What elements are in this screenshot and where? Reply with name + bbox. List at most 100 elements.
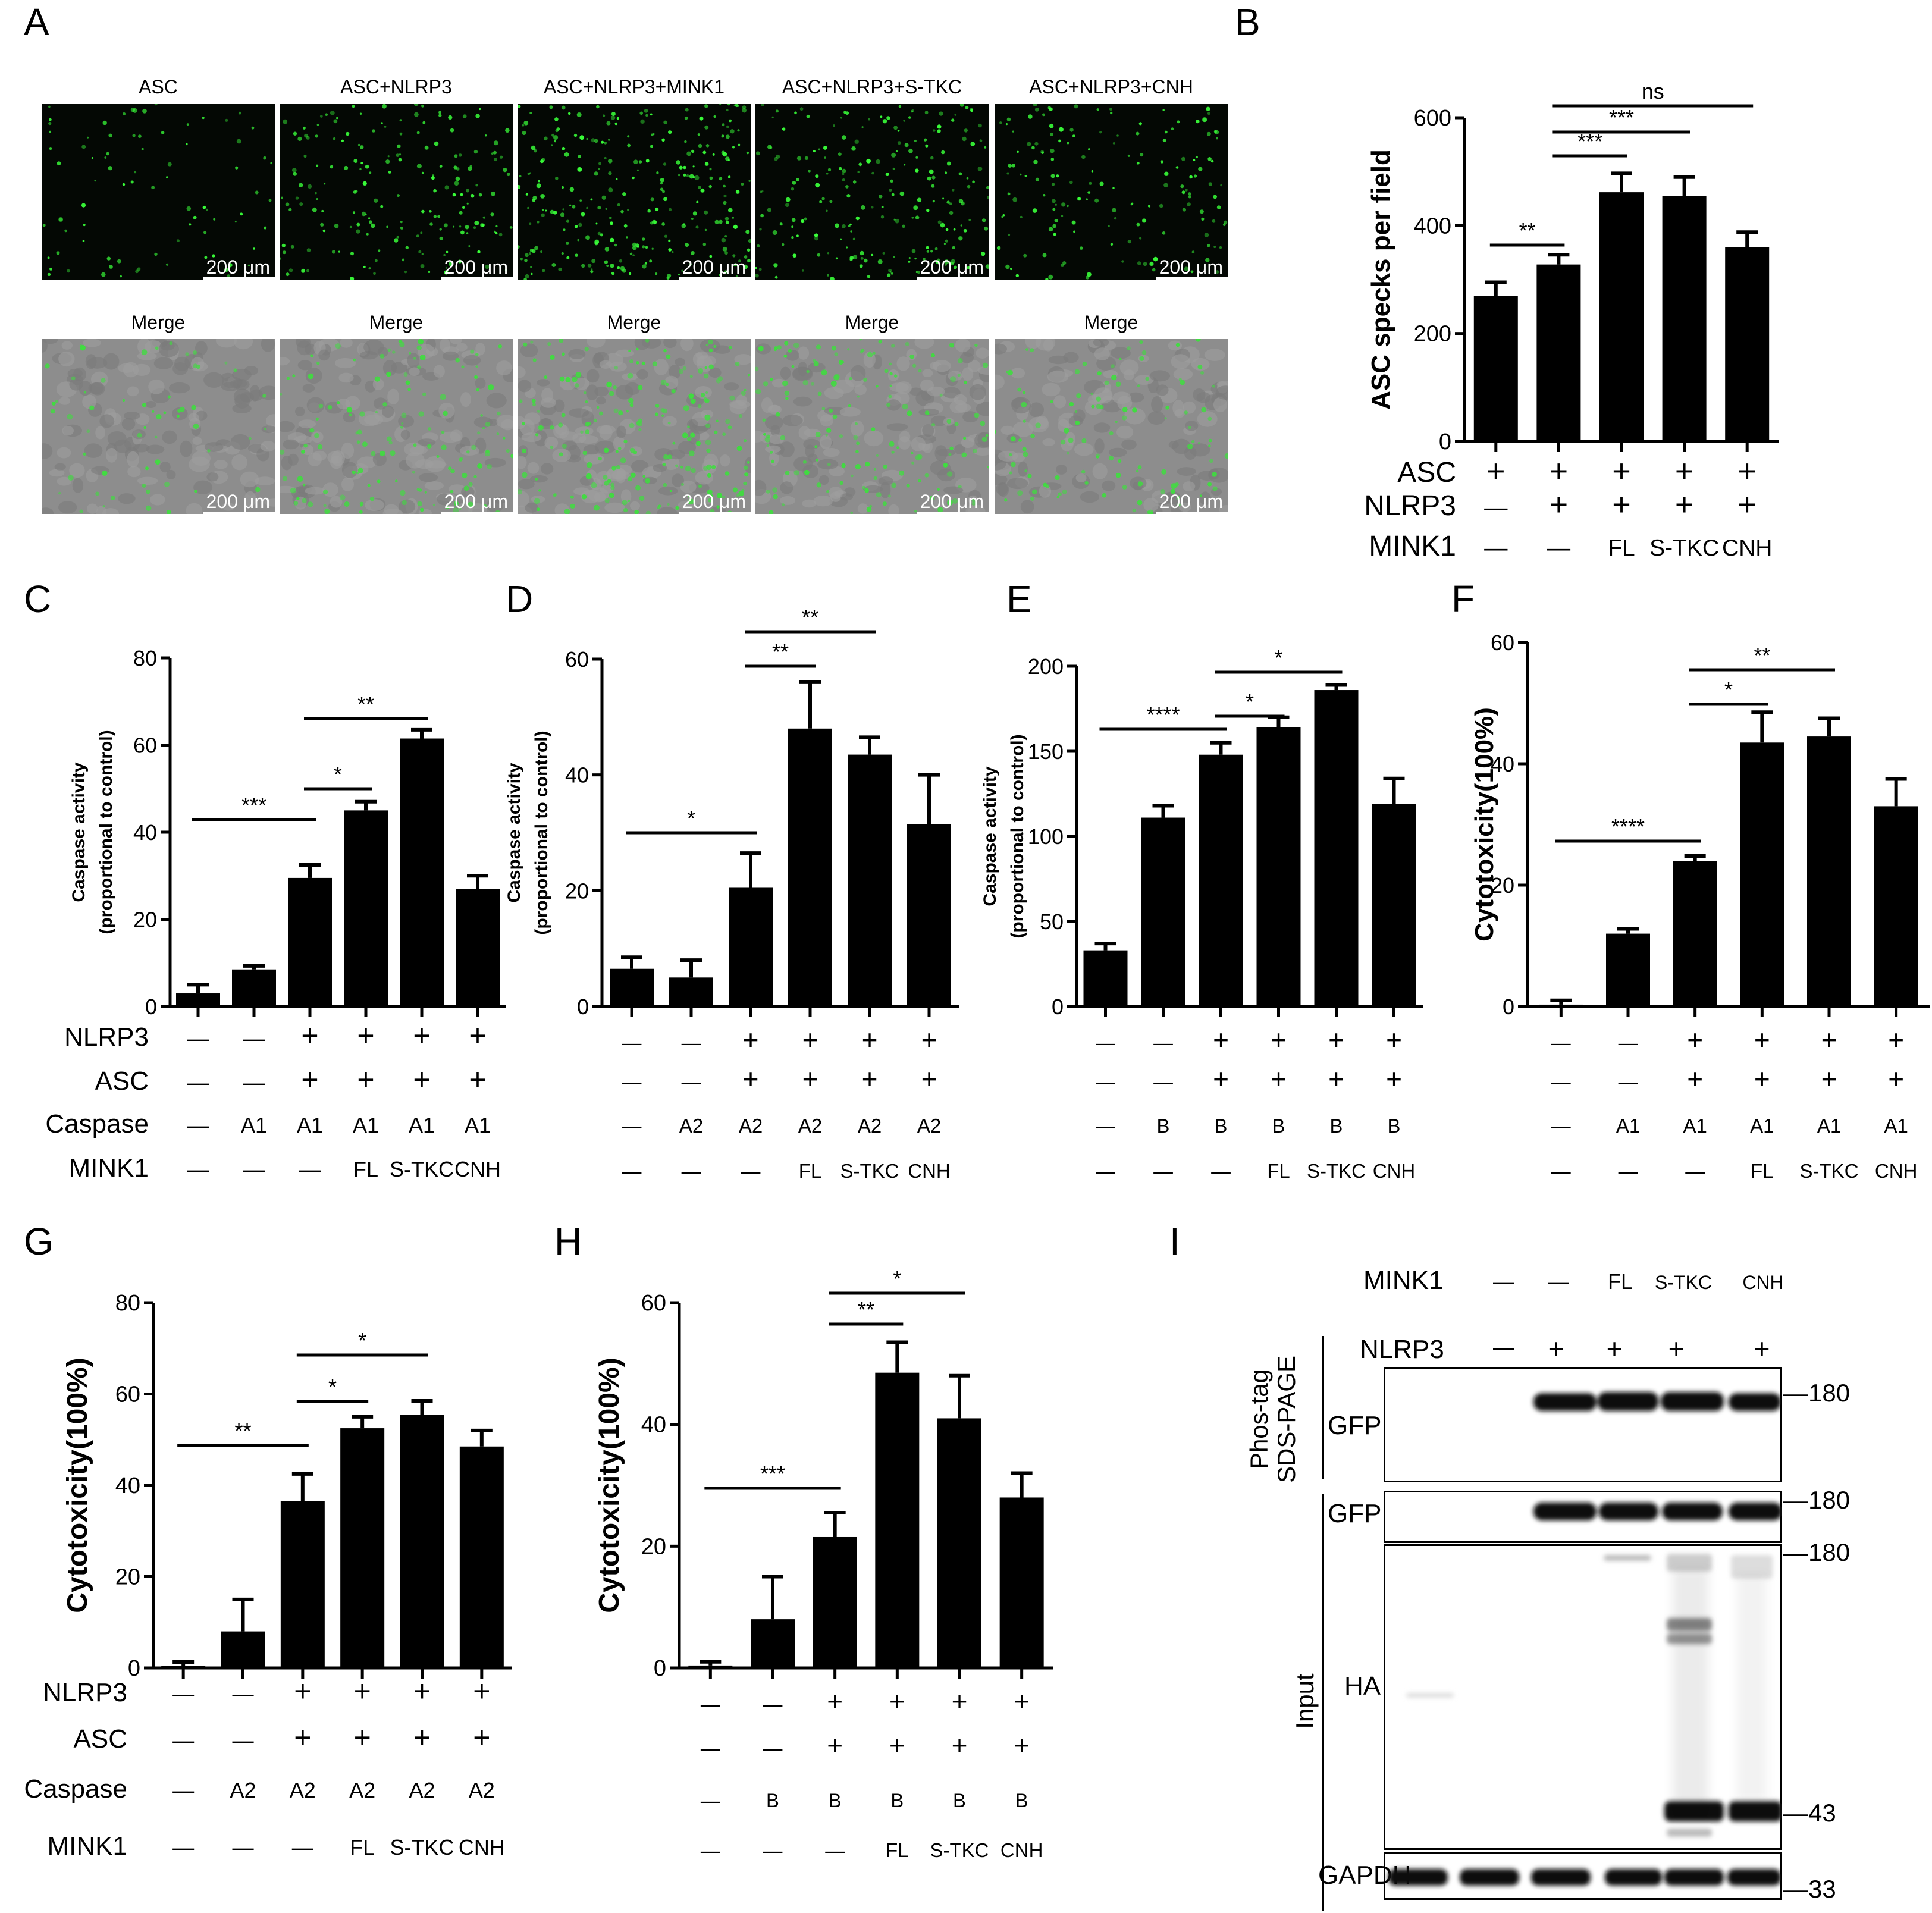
panel-letter-g: G	[24, 1220, 54, 1263]
cell-shape	[261, 425, 275, 434]
condition-value-C: +	[469, 1019, 486, 1052]
asc-speck	[132, 134, 136, 137]
cell-shape	[297, 360, 313, 371]
asc-speck	[632, 245, 637, 250]
cell-shape	[463, 355, 481, 366]
asc-speck	[405, 380, 410, 385]
asc-speck	[407, 387, 411, 391]
asc-speck	[169, 341, 173, 346]
asc-speck	[67, 413, 73, 420]
asc-speck	[386, 225, 388, 228]
cell-shape	[604, 502, 625, 513]
cell-shape	[318, 349, 330, 361]
asc-speck	[700, 188, 705, 193]
asc-speck	[478, 193, 482, 197]
asc-speck	[485, 422, 491, 427]
asc-speck	[349, 225, 352, 228]
asc-speck	[281, 196, 283, 199]
condition-value-C: —	[243, 1070, 265, 1095]
asc-speck	[448, 262, 453, 266]
cell-shape	[206, 472, 219, 482]
cell-shape	[203, 372, 224, 388]
condition-value-H: B	[829, 1789, 842, 1811]
asc-speck	[503, 168, 507, 173]
asc-speck	[466, 189, 470, 193]
asc-speck	[491, 191, 495, 196]
asc-speck	[683, 173, 686, 177]
asc-speck	[702, 150, 707, 155]
asc-speck	[438, 114, 442, 117]
asc-speck	[610, 237, 614, 243]
asc-speck	[480, 414, 483, 417]
asc-speck	[323, 504, 327, 507]
asc-speck	[81, 203, 86, 208]
asc-speck	[645, 159, 650, 163]
cell-shape	[283, 439, 299, 450]
asc-speck	[638, 160, 642, 164]
asc-speck	[161, 131, 165, 134]
cell-shape	[581, 410, 594, 427]
condition-value-B: +	[1550, 453, 1569, 489]
asc-speck	[94, 180, 96, 182]
y-tick-label-E: 100	[1028, 824, 1064, 849]
asc-speck	[359, 411, 365, 417]
asc-speck	[322, 229, 326, 233]
cell-shape	[672, 473, 684, 487]
asc-speck	[360, 145, 364, 149]
asc-speck	[108, 166, 112, 171]
asc-speck	[448, 466, 451, 471]
asc-speck	[468, 482, 473, 487]
cell-shape	[127, 386, 139, 397]
cell-shape	[680, 480, 697, 493]
asc-speck	[49, 147, 52, 150]
asc-speck	[493, 140, 498, 146]
y-axis-label2-D: (proportional to control)	[532, 730, 551, 934]
asc-speck	[49, 118, 52, 121]
cell-shape	[527, 462, 540, 474]
condition-value-G: —	[292, 1835, 314, 1859]
asc-speck	[604, 247, 610, 252]
asc-speck	[350, 277, 355, 280]
condition-value-E: CNH	[1373, 1160, 1416, 1182]
asc-speck	[597, 206, 601, 210]
asc-speck	[482, 426, 485, 429]
asc-speck	[282, 250, 286, 255]
asc-speck	[394, 238, 399, 243]
asc-speck	[453, 165, 457, 170]
asc-speck	[142, 484, 146, 488]
asc-speck	[629, 272, 632, 275]
asc-speck	[619, 259, 623, 263]
cell-shape	[82, 394, 96, 409]
merge-cells-1	[280, 339, 513, 514]
asc-speck	[202, 117, 205, 120]
asc-speck	[357, 468, 363, 473]
merge-image-2: 200 μm	[518, 339, 751, 514]
asc-speck	[194, 490, 197, 493]
bar-G-2	[280, 1501, 325, 1668]
asc-speck	[357, 143, 360, 146]
asc-speck	[106, 152, 109, 156]
asc-speck	[520, 258, 523, 261]
cell-shape	[387, 388, 399, 404]
cell-shape	[230, 434, 250, 450]
cell-shape	[486, 393, 507, 409]
cell-shape	[363, 340, 384, 355]
asc-speck	[176, 239, 180, 243]
cell-shape	[418, 473, 438, 482]
asc-speck	[155, 346, 159, 350]
condition-value-E: —	[1096, 1071, 1115, 1093]
condition-value-D: +	[921, 1064, 937, 1095]
asc-speck	[551, 133, 555, 137]
condition-value-E: B	[1388, 1115, 1401, 1137]
scale-bar: 200 μm	[202, 257, 275, 280]
asc-speck	[304, 133, 308, 138]
asc-speck	[290, 244, 294, 249]
asc-speck	[330, 111, 335, 115]
cell-shape	[657, 507, 678, 514]
asc-speck	[48, 121, 52, 126]
asc-speck	[705, 144, 710, 148]
asc-speck	[525, 193, 528, 196]
asc-speck	[608, 159, 613, 164]
asc-speck	[330, 165, 334, 169]
asc-speck	[346, 407, 353, 413]
